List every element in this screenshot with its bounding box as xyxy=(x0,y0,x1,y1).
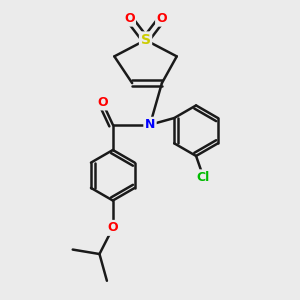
Text: Cl: Cl xyxy=(197,171,210,184)
Text: O: O xyxy=(107,221,118,234)
Text: O: O xyxy=(97,96,108,109)
Text: S: S xyxy=(140,33,151,47)
Text: O: O xyxy=(157,12,167,25)
Text: O: O xyxy=(124,12,134,25)
Text: N: N xyxy=(145,118,155,131)
